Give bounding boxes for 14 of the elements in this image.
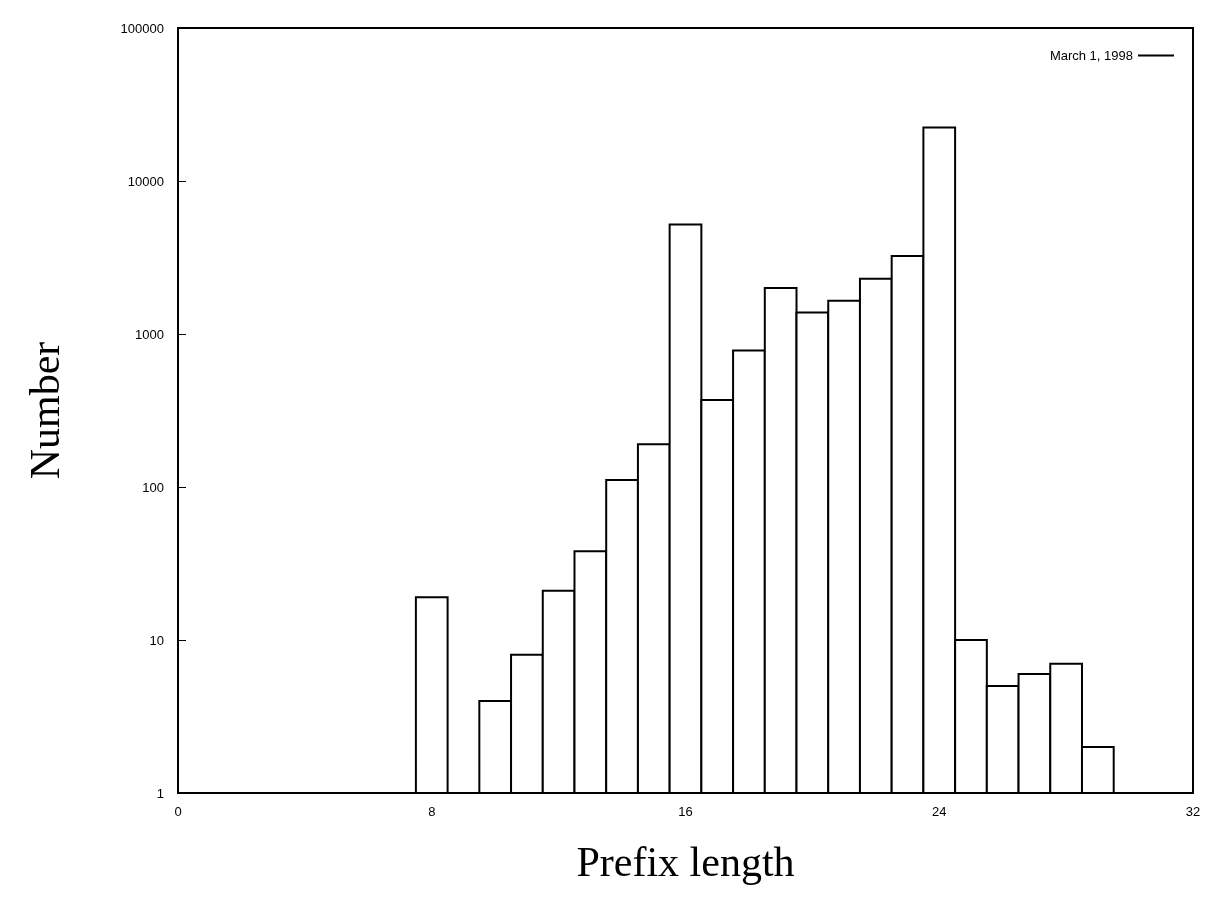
y-axis-title: Number <box>22 341 68 480</box>
x-tick-label: 0 <box>174 804 182 819</box>
x-tick-label: 8 <box>428 804 436 819</box>
x-tick-label: 16 <box>678 804 693 819</box>
legend-label: March 1, 1998 <box>1049 48 1133 63</box>
y-tick-label: 1000 <box>135 326 164 342</box>
x-tick-label: 32 <box>1185 804 1201 819</box>
y-tick-label: 100 <box>142 479 164 495</box>
y-tick-label: 1 <box>156 785 164 801</box>
y-tick-label: 10000 <box>127 173 164 189</box>
x-axis-title: Prefix length <box>576 839 795 885</box>
y-tick-label: 100000 <box>120 20 164 36</box>
y-tick-label: 10 <box>149 632 164 648</box>
x-tick-label: 24 <box>932 804 947 819</box>
